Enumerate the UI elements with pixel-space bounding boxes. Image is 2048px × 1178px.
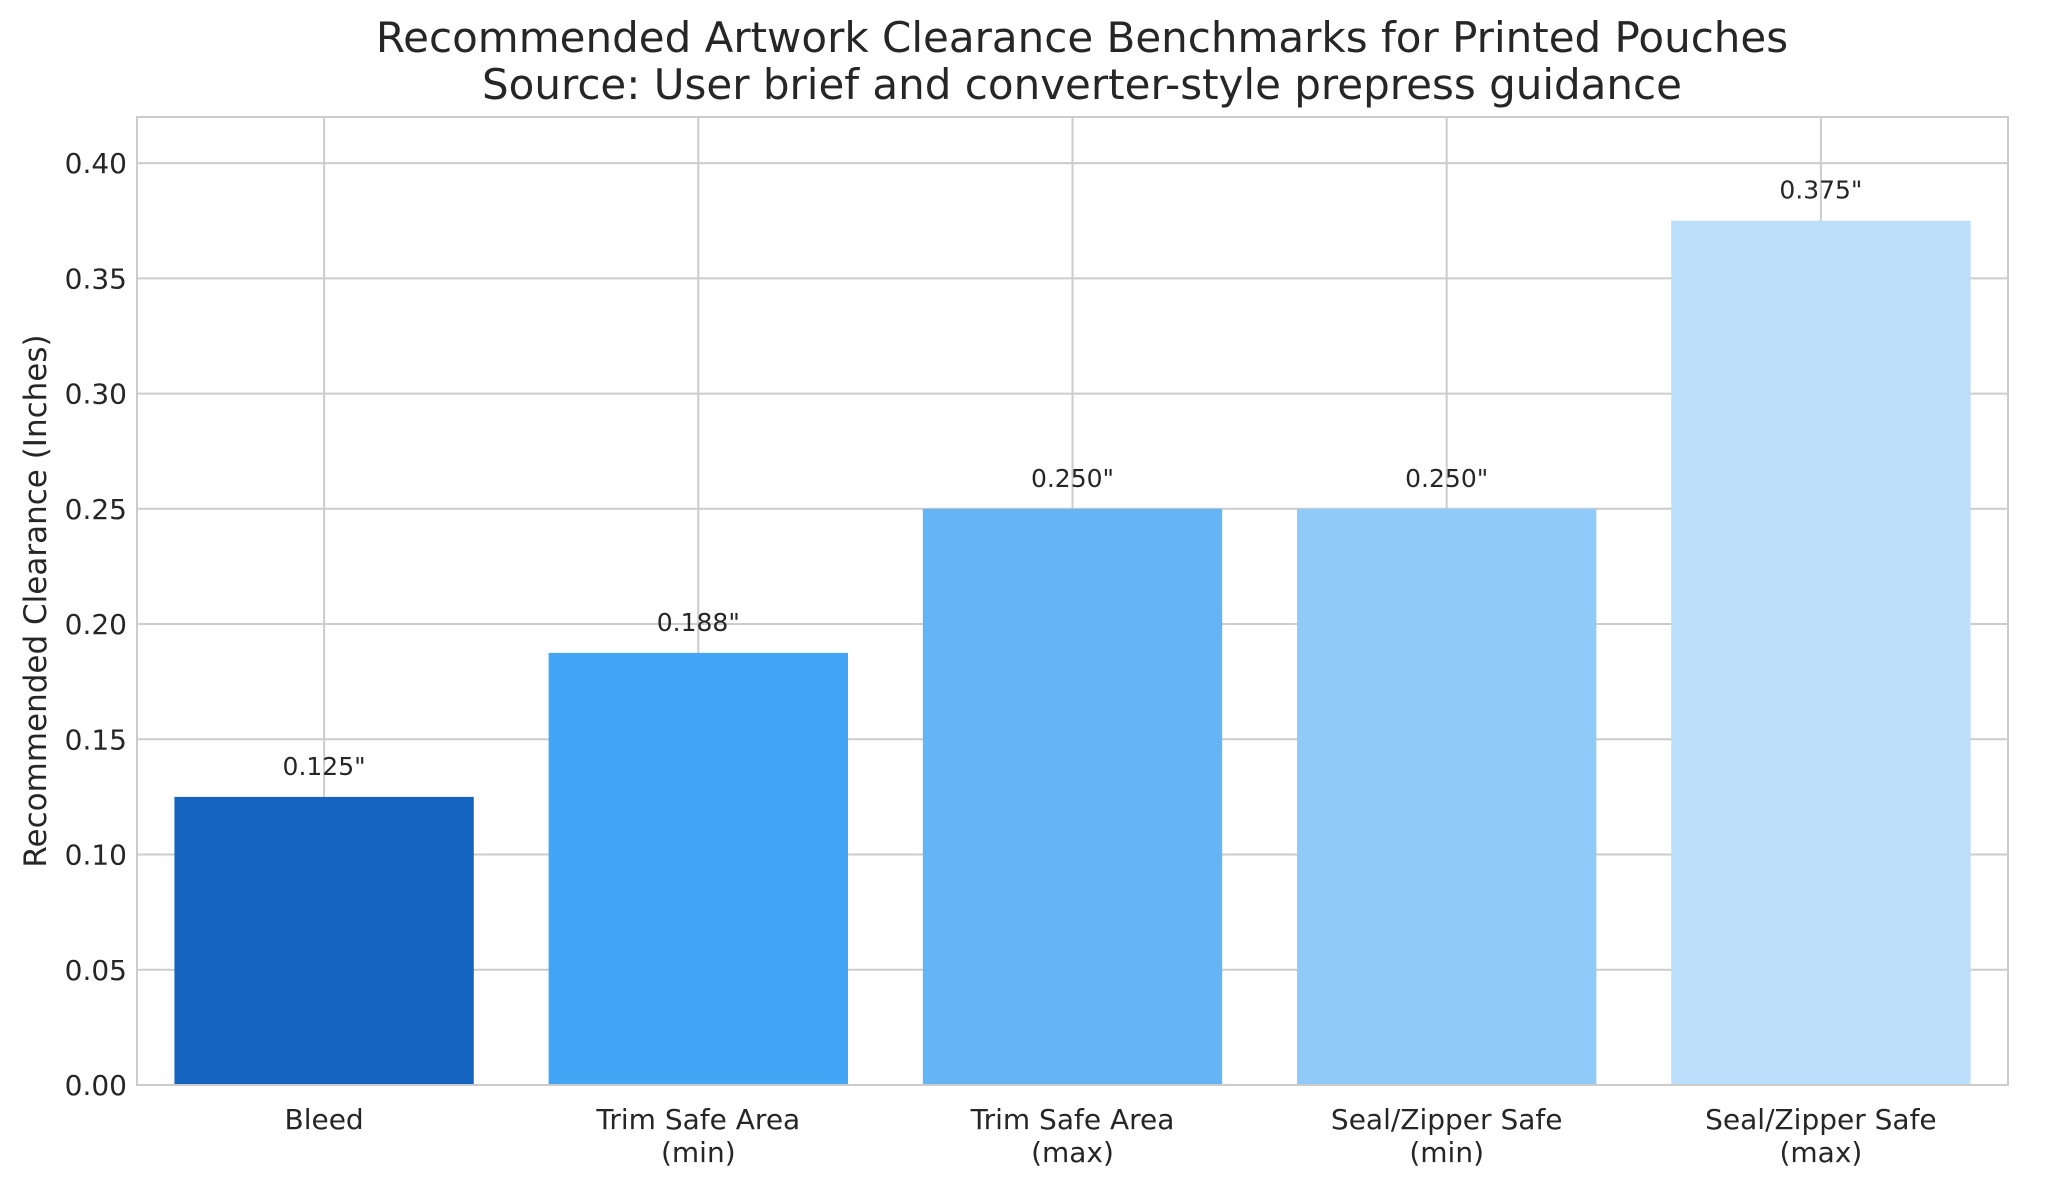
bar xyxy=(922,508,1223,1085)
x-tick-label: Seal/Zipper Safe (max) xyxy=(1705,1103,1937,1169)
bar xyxy=(548,652,848,1085)
y-tick-label: 0.25 xyxy=(65,493,127,526)
value-label: 0.250" xyxy=(1031,464,1114,493)
value-label-layer: 0.125" 0.188" 0.250" 0.250" 0.375" xyxy=(283,176,1863,781)
value-label: 0.125" xyxy=(283,752,366,781)
x-tick-label-line: (max) xyxy=(1031,1136,1114,1169)
y-tick-label: 0.00 xyxy=(65,1069,127,1102)
value-label: 0.375" xyxy=(1779,176,1862,205)
value-label: 0.188" xyxy=(657,608,740,637)
x-tick-label: Seal/Zipper Safe (min) xyxy=(1331,1103,1563,1169)
bar xyxy=(174,796,474,1085)
x-tick-label-line: Trim Safe Area xyxy=(970,1103,1175,1136)
y-tick-label: 0.35 xyxy=(65,262,127,295)
x-tick-label-line: Seal/Zipper Safe xyxy=(1331,1103,1563,1136)
x-tick-label: Trim Safe Area (max) xyxy=(970,1103,1175,1169)
y-tick-label: 0.40 xyxy=(65,147,127,180)
x-tick-label: Trim Safe Area (min) xyxy=(595,1103,800,1169)
x-tick-label: Bleed xyxy=(284,1103,363,1136)
y-tick-label: 0.05 xyxy=(65,954,127,987)
bar-layer xyxy=(174,220,1971,1085)
bar xyxy=(1297,508,1597,1085)
y-tick-label: 0.10 xyxy=(65,839,127,872)
value-label: 0.250" xyxy=(1405,464,1488,493)
x-tick-label-line: Seal/Zipper Safe xyxy=(1705,1103,1937,1136)
x-tick-label-line: (min) xyxy=(661,1136,736,1169)
x-tick-label-line: Trim Safe Area xyxy=(595,1103,800,1136)
x-tick-label-line: (max) xyxy=(1779,1136,1862,1169)
tick-layer: 0.00 0.05 0.10 0.15 0.20 0.25 0.30 0.35 0.40 Blee… xyxy=(65,147,1937,1169)
y-axis-label: Recommended Clearance (Inches) xyxy=(18,334,54,867)
bar xyxy=(1671,220,1971,1085)
x-tick-label-line: (min) xyxy=(1409,1136,1484,1169)
x-tick-label-line: Bleed xyxy=(284,1103,363,1136)
y-tick-label: 0.15 xyxy=(65,723,127,756)
chart-title: Recommended Artwork Clearance Benchmarks… xyxy=(376,13,1788,62)
y-tick-label: 0.20 xyxy=(65,608,127,641)
plot-frame xyxy=(136,116,2009,1086)
y-tick-label: 0.30 xyxy=(65,378,127,411)
chart-subtitle: Source: User brief and converter-style p… xyxy=(482,60,1682,109)
